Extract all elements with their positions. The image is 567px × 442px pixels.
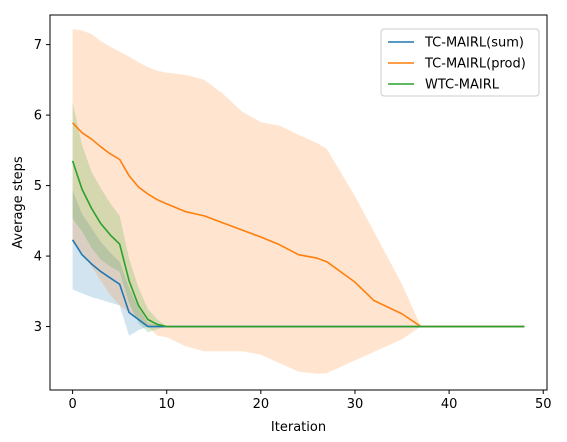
plot-area-frame <box>49 14 548 391</box>
y-axis-label: Average steps <box>11 156 26 249</box>
x-tick-label: 20 <box>253 397 270 412</box>
legend-label: WTC-MAIRL <box>425 78 500 93</box>
y-tick-label: 7 <box>34 38 42 53</box>
y-tick-label: 5 <box>34 179 42 194</box>
x-tick-label: 50 <box>535 397 552 412</box>
confidence-bands <box>72 29 525 374</box>
band-tc-mairl-prod- <box>72 29 525 374</box>
x-tick-label: 30 <box>347 397 364 412</box>
x-axis-ticks: 0 10 20 30 40 50 <box>68 390 552 412</box>
x-tick-label: 40 <box>441 397 458 412</box>
line-tc-mairl-prod- <box>72 122 525 328</box>
y-tick-label: 3 <box>34 320 42 335</box>
legend-label: TC-MAIRL(sum) <box>424 36 524 51</box>
y-tick-label: 4 <box>34 250 42 265</box>
y-tick-label: 6 <box>34 109 42 124</box>
x-axis-label: Iteration <box>271 420 326 435</box>
x-tick-label: 0 <box>68 397 76 412</box>
legend-label: TC-MAIRL(prod) <box>424 57 526 72</box>
legend-box <box>380 28 540 97</box>
y-axis-ticks: 3 4 5 6 7 <box>34 38 50 335</box>
x-tick-label: 10 <box>158 397 175 412</box>
legend: TC-MAIRL(sum) TC-MAIRL(prod) WTC-MAIRL <box>380 28 540 97</box>
line-wtc-mairl <box>71 160 525 328</box>
series-lines <box>71 122 525 328</box>
